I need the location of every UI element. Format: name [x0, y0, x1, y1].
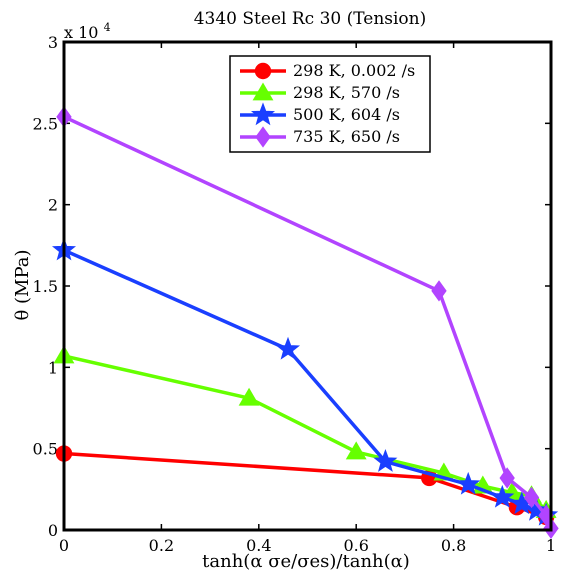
data-point-diamond	[255, 126, 271, 148]
x-axis-label: tanh(α σe/σes)/tanh(α)	[202, 551, 410, 572]
legend-label: 298 K, 0.002 /s	[293, 61, 415, 80]
data-point-star	[276, 336, 301, 360]
legend-entry: 298 K, 0.002 /s	[240, 61, 415, 80]
x-tick-label: 1	[546, 536, 556, 555]
data-point-triangle	[252, 82, 274, 101]
series-triangle	[53, 345, 557, 518]
x-tick-label: 0.8	[441, 536, 466, 555]
legend-label: 735 K, 650 /s	[293, 127, 400, 146]
data-point-star	[250, 102, 276, 126]
y-tick-label: 3	[48, 33, 58, 52]
y-tick-label: 2	[48, 196, 58, 215]
data-point-star	[490, 484, 515, 508]
data-point-diamond	[499, 467, 515, 489]
legend: 298 K, 0.002 /s 298 K, 570 /s 500 K, 604 /…	[229, 55, 431, 153]
x-tick-label: 0	[59, 536, 69, 555]
data-point-star	[373, 449, 398, 472]
x-tick-label: 0.4	[246, 536, 271, 555]
y-axis-multiplier-base: x 10	[64, 23, 98, 42]
series-line	[63, 115, 553, 530]
legend-label: 500 K, 604 /s	[293, 105, 400, 124]
y-tick-label: 2.5	[33, 114, 58, 133]
legend-label: 298 K, 570 /s	[293, 83, 400, 102]
legend-entry: 500 K, 604 /s	[240, 102, 400, 126]
series-layer	[51, 106, 559, 540]
data-point-diamond	[523, 486, 540, 509]
legend-entry: 735 K, 650 /s	[240, 126, 400, 148]
tick-labels: 0 0.2 0.4 0.6 0.8 1 0 0.5 1 1.5 2 2.5 3	[33, 33, 557, 555]
chart-title: 4340 Steel Rc 30 (Tension)	[194, 9, 427, 29]
y-axis-label: θ (MPa)	[12, 249, 33, 320]
legend-entry: 298 K, 570 /s	[240, 82, 400, 102]
y-axis-multiplier-exponent: 4	[104, 21, 111, 34]
data-point-star	[456, 471, 481, 495]
data-point-circle	[254, 62, 272, 80]
y-tick-label: 0.5	[33, 440, 58, 459]
x-tick-label: 0.2	[149, 536, 174, 555]
data-point-star	[524, 497, 549, 521]
x-tick-label: 0.6	[343, 536, 368, 555]
y-axis-multiplier: x 10 4	[64, 21, 111, 42]
series-diamond	[56, 106, 559, 540]
plot-frame	[62, 40, 553, 532]
data-point-triangle	[238, 387, 260, 406]
data-point-diamond	[431, 280, 447, 302]
y-tick-label: 0	[48, 521, 58, 540]
data-point-triangle	[345, 441, 367, 460]
y-tick-label: 1	[48, 358, 58, 377]
y-tick-label: 1.5	[33, 277, 58, 296]
